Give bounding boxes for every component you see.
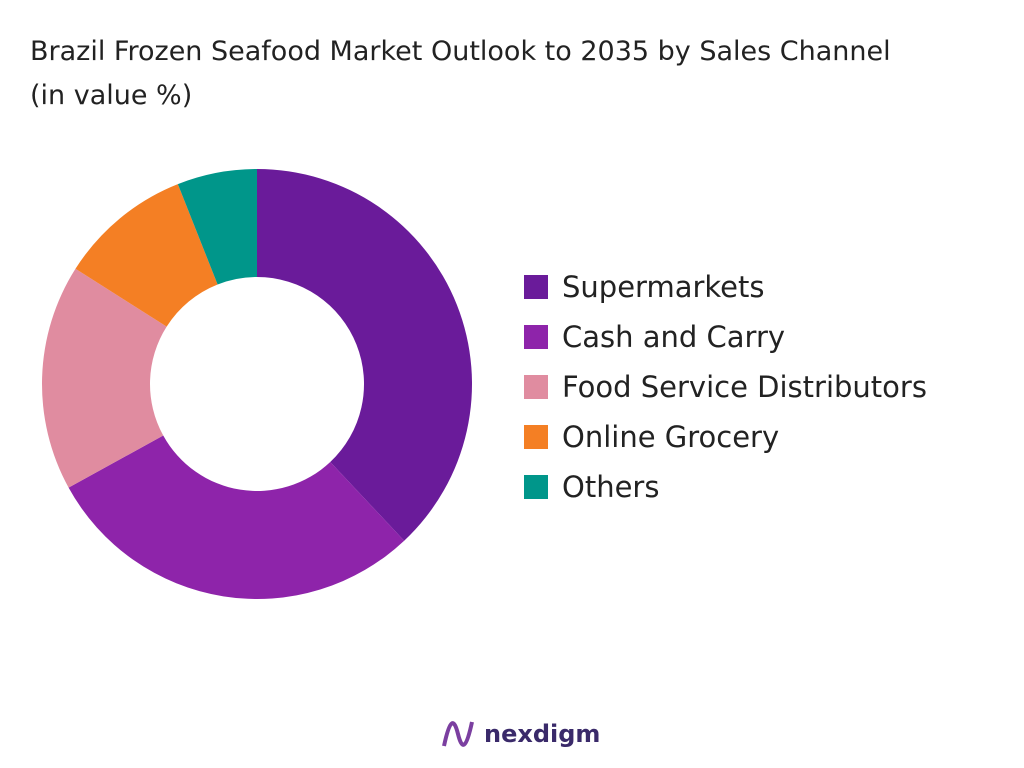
donut-slice [177, 169, 257, 285]
legend-item: Online Grocery [524, 412, 927, 462]
legend-label: Others [562, 470, 660, 504]
legend-label: Food Service Distributors [562, 370, 927, 404]
donut-slice [68, 435, 405, 599]
legend-label: Supermarkets [562, 270, 765, 304]
legend-item: Cash and Carry [524, 312, 927, 362]
chart-title: Brazil Frozen Seafood Market Outlook to … [30, 36, 891, 111]
donut-slice [75, 184, 218, 327]
brand-logo [442, 721, 474, 747]
legend: Supermarkets Cash and Carry Food Service D… [524, 262, 927, 512]
legend-item: Food Service Distributors [524, 362, 927, 412]
legend-label: Cash and Carry [562, 320, 786, 354]
donut-slice [42, 268, 167, 488]
legend-label: Online Grocery [562, 420, 780, 454]
legend-swatch [524, 475, 548, 499]
donut-slice [257, 169, 473, 541]
legend-swatch [524, 375, 548, 399]
chart [42, 169, 473, 599]
brand-name: nexdigm [484, 720, 601, 748]
legend-swatch [524, 425, 548, 449]
legend-item: Supermarkets [524, 262, 927, 312]
legend-swatch [524, 275, 548, 299]
brand: nexdigm [440, 716, 600, 752]
legend-item: Others [524, 462, 927, 512]
legend-swatch [524, 325, 548, 349]
